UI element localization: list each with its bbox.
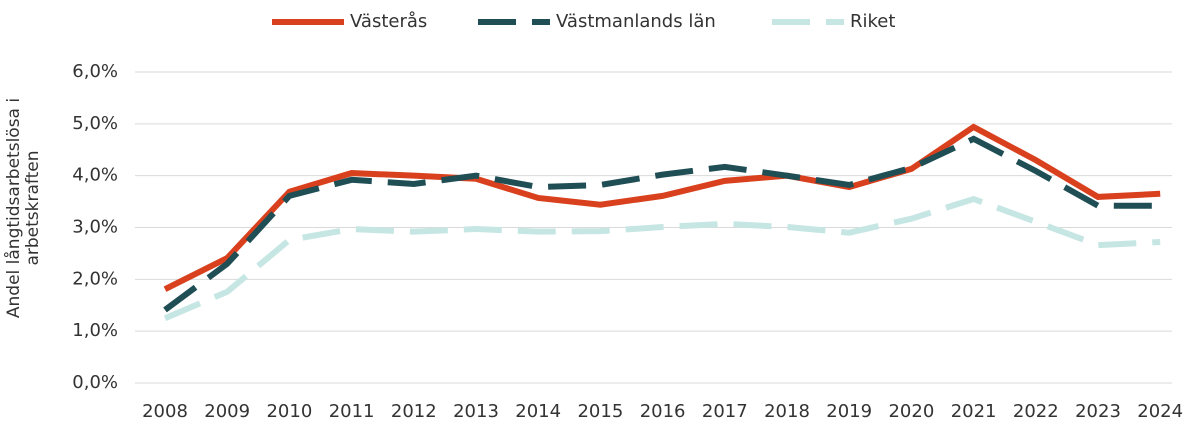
y-tick-label: 5,0% (72, 113, 118, 134)
x-tick-label: 2019 (826, 401, 872, 422)
y-axis-label: Andel långtidsarbetslösa i arbetskraften (4, 97, 43, 319)
x-tick-label: 2013 (453, 401, 499, 422)
x-tick-label: 2024 (1137, 401, 1183, 422)
y-tick-label: 1,0% (72, 320, 118, 341)
x-tick-label: 2012 (391, 401, 437, 422)
x-tick-label: 2023 (1075, 401, 1121, 422)
x-tick-label: 2022 (1013, 401, 1059, 422)
x-tick-label: 2018 (764, 401, 810, 422)
legend-label: Västerås (350, 11, 427, 32)
legend-label: Västmanlands län (556, 11, 716, 32)
x-tick-label: 2021 (951, 401, 997, 422)
x-tick-label: 2016 (640, 401, 686, 422)
series-line (163, 123, 1161, 292)
y-tick-label: 3,0% (72, 217, 118, 238)
x-tick-label: 2020 (888, 401, 934, 422)
x-tick-label: 2015 (577, 401, 623, 422)
y-tick-label: 2,0% (72, 268, 118, 289)
x-tick-label: 2010 (266, 401, 312, 422)
series-line (163, 135, 1161, 313)
x-tick-label: 2014 (515, 401, 561, 422)
x-tick-label: 2009 (204, 401, 250, 422)
legend-label: Riket (850, 11, 895, 32)
y-tick-label: 0,0% (72, 372, 118, 393)
y-tick-label: 4,0% (72, 165, 118, 186)
x-tick-label: 2017 (702, 401, 748, 422)
x-tick-label: 2011 (329, 401, 375, 422)
y-tick-label: 6,0% (72, 61, 118, 82)
x-tick-label: 2008 (142, 401, 188, 422)
series-line (163, 195, 1161, 321)
